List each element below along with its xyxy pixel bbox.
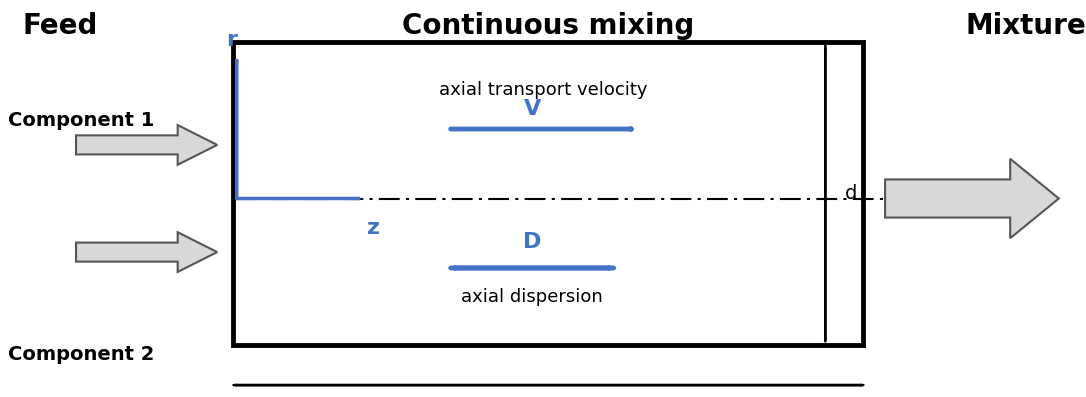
Text: axial transport velocity: axial transport velocity (439, 81, 647, 99)
Text: D: D (523, 232, 541, 252)
Text: V: V (523, 99, 541, 119)
Text: r: r (226, 30, 237, 50)
Polygon shape (76, 232, 217, 272)
Text: Mixture: Mixture (965, 12, 1086, 40)
Polygon shape (885, 159, 1059, 238)
Text: Component 1: Component 1 (9, 111, 154, 130)
Text: d: d (845, 184, 857, 203)
Text: Feed: Feed (22, 12, 98, 40)
FancyBboxPatch shape (233, 42, 863, 345)
Text: z: z (367, 218, 380, 238)
Text: axial dispersion: axial dispersion (462, 288, 603, 306)
Text: Component 2: Component 2 (9, 345, 154, 364)
Text: Continuous mixing: Continuous mixing (402, 12, 695, 40)
Polygon shape (76, 125, 217, 165)
